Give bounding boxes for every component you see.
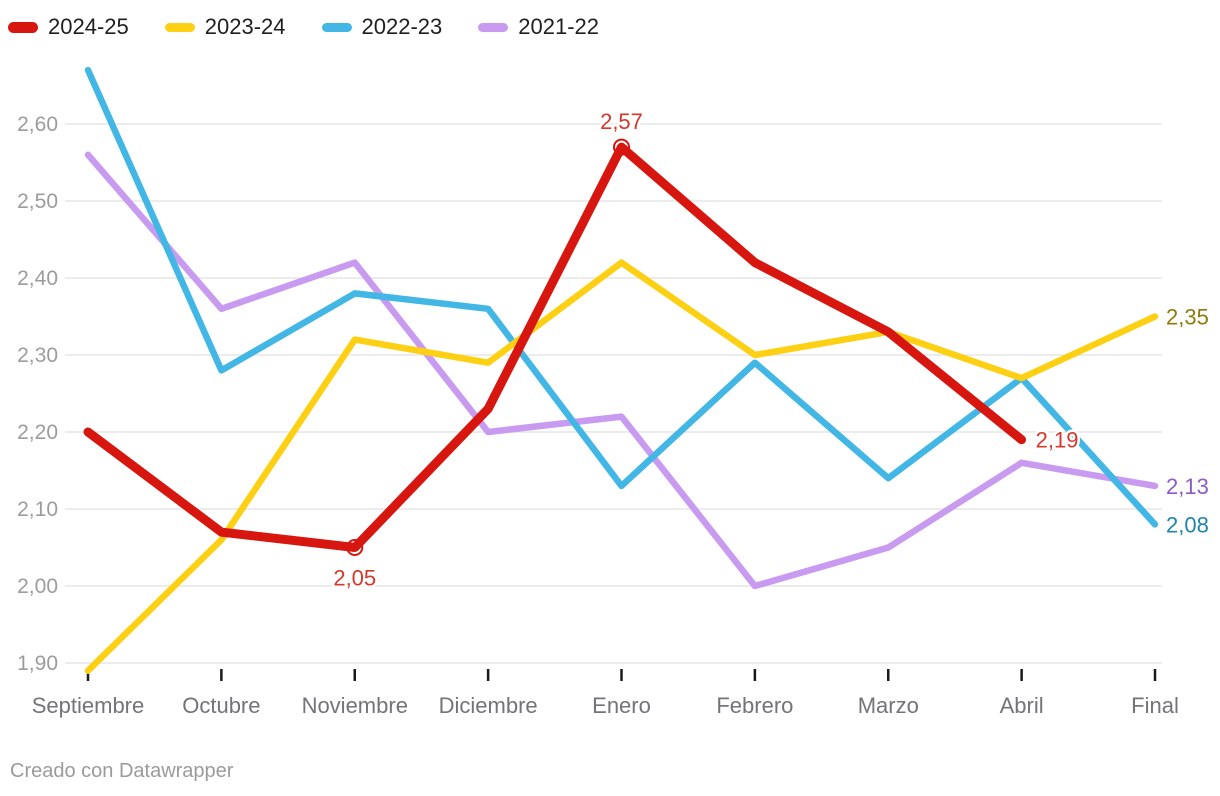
point-label: 2,08 <box>1166 512 1209 537</box>
point-label: 2,05 <box>333 566 376 591</box>
legend-item-label: 2021-22 <box>518 14 599 39</box>
point-label: 2,57 <box>600 109 643 134</box>
y-axis-tick-label: 2,00 <box>17 575 58 598</box>
legend-item-label: 2024-25 <box>48 14 129 39</box>
x-axis-label: Diciembre <box>439 693 538 718</box>
x-axis-label: Enero <box>592 693 651 718</box>
legend-item-2023-24: 2023-24 <box>164 14 286 39</box>
legend-swatch <box>478 22 509 32</box>
y-axis-tick-label: 2,50 <box>17 190 58 213</box>
point-label: 2,19 <box>1036 428 1079 453</box>
y-axis-tick-label: 2,10 <box>17 498 58 521</box>
legend-item-2024-25: 2024-25 <box>8 16 129 38</box>
legend-swatch <box>164 22 195 32</box>
x-axis-label: Final <box>1131 693 1179 718</box>
point-label: 2,35 <box>1166 305 1209 330</box>
legend-item-2022-23: 2022-23 <box>321 14 443 39</box>
series-line-2023-24 <box>84 259 1159 674</box>
x-axis-label: Febrero <box>716 693 793 718</box>
y-axis-tick-label: 2,20 <box>17 421 58 444</box>
y-axis-tick-label: 1,90 <box>17 652 58 675</box>
series-line-2024-25 <box>83 142 1027 552</box>
legend-item-label: 2022-23 <box>361 14 443 39</box>
x-axis-label: Marzo <box>858 693 919 718</box>
x-axis-label: Septiembre <box>32 693 145 718</box>
legend-swatch <box>8 21 38 33</box>
legend-item-label: 2023-24 <box>204 14 286 39</box>
legend: 2024-25 2023-24 2022-23 2021-22 <box>8 16 635 38</box>
y-axis-tick-label: 2,60 <box>17 113 58 136</box>
attribution-link[interactable]: Creado con Datawrapper <box>10 760 234 782</box>
y-axis-tick-label: 2,30 <box>17 344 58 367</box>
x-axis-label: Abril <box>1000 693 1044 718</box>
legend-item-2021-22: 2021-22 <box>478 16 599 38</box>
legend-swatch <box>321 22 352 32</box>
series-line-2022-23 <box>84 66 1159 528</box>
point-label: 2,13 <box>1166 474 1209 499</box>
x-axis-label: Octubre <box>182 693 260 718</box>
y-axis-tick-label: 2,40 <box>17 267 58 290</box>
x-axis-label: Noviembre <box>302 693 408 718</box>
series-line-2021-22 <box>84 151 1159 590</box>
